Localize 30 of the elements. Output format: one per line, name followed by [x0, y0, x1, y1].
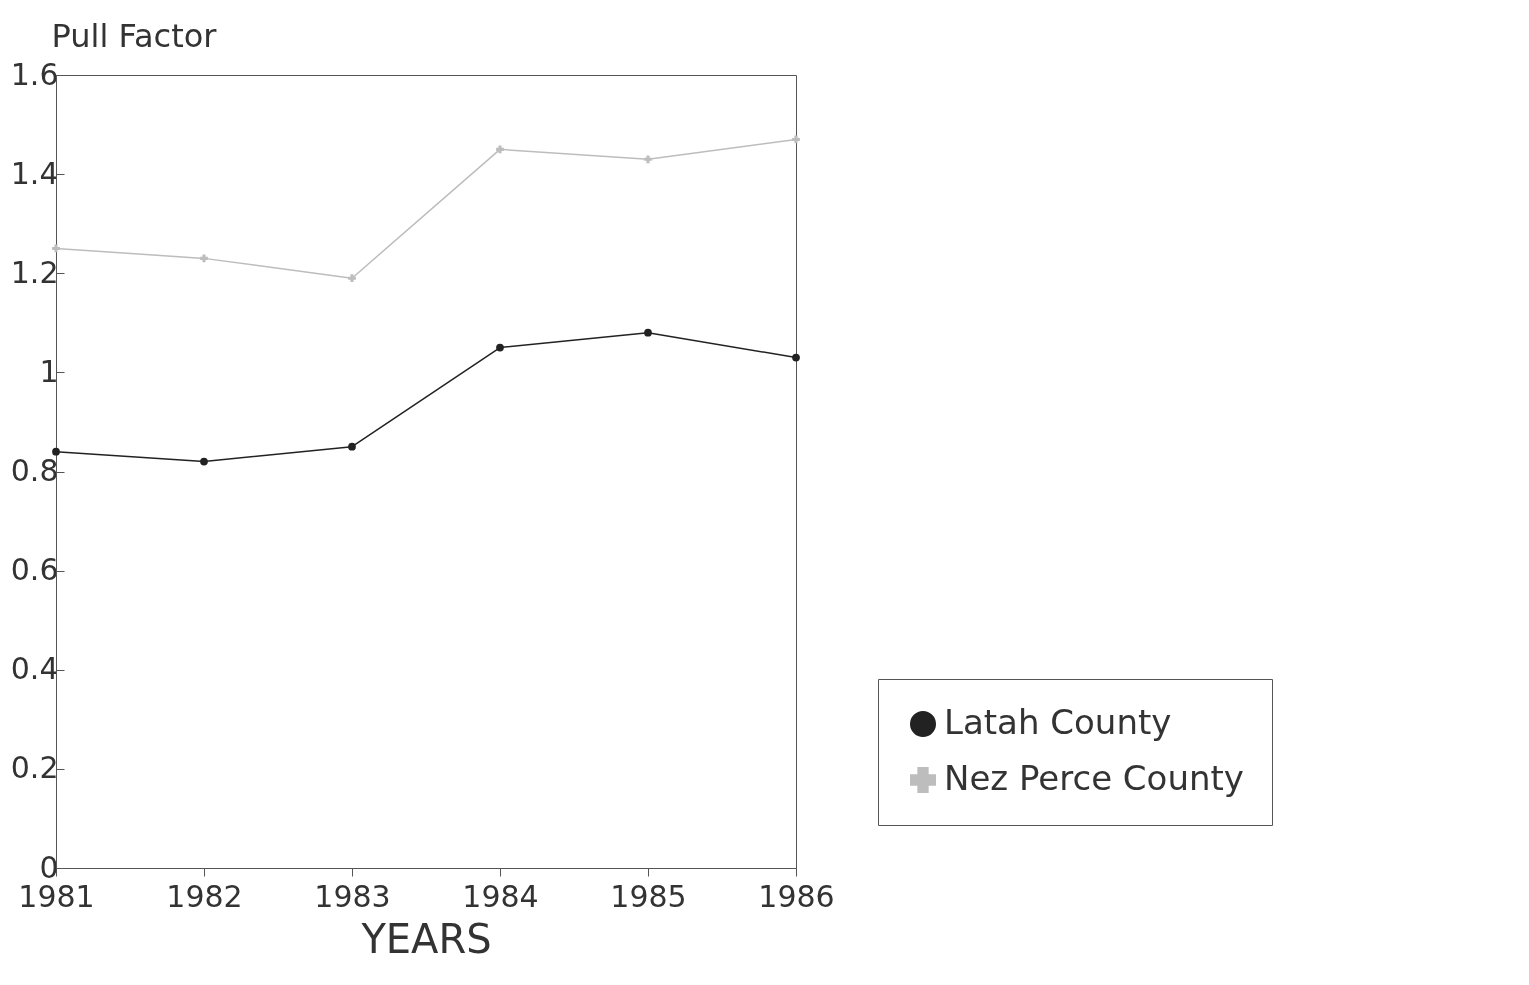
- y-tick-label: 1: [39, 353, 59, 389]
- point: [52, 447, 60, 456]
- y-tick-label: 0.6: [10, 552, 59, 588]
- point: [644, 328, 652, 337]
- x-tick-label: 1984: [462, 878, 539, 914]
- y-tick-label: 0.4: [10, 651, 59, 687]
- point: [496, 343, 504, 352]
- x-tick-label: 1983: [314, 878, 391, 914]
- x-tick-label: 1986: [758, 878, 835, 914]
- y-tick-label: 0.8: [10, 453, 59, 488]
- x-tick-label: 1982: [166, 878, 243, 914]
- point: [200, 457, 208, 466]
- x-tick-label: 1985: [610, 878, 687, 914]
- y-tick-label: 0.2: [10, 750, 59, 786]
- x-axis-title: YEARS: [360, 915, 492, 962]
- x-tick-label: 1981: [18, 878, 95, 914]
- point: [52, 244, 60, 253]
- y-tick-label: 1.6: [10, 56, 59, 92]
- point: [496, 145, 504, 154]
- point: [792, 135, 800, 144]
- point: [200, 254, 208, 263]
- point: [644, 155, 652, 164]
- legend-label: Nez Perce County: [944, 758, 1244, 798]
- y-tick-label: 1.4: [10, 155, 59, 191]
- y-tick-label: 1.2: [10, 254, 59, 290]
- point: [348, 442, 356, 451]
- legend-label: Latah County: [944, 702, 1172, 742]
- y-axis-title: Pull Factor: [51, 16, 218, 55]
- point: [348, 274, 356, 283]
- point: [792, 353, 800, 362]
